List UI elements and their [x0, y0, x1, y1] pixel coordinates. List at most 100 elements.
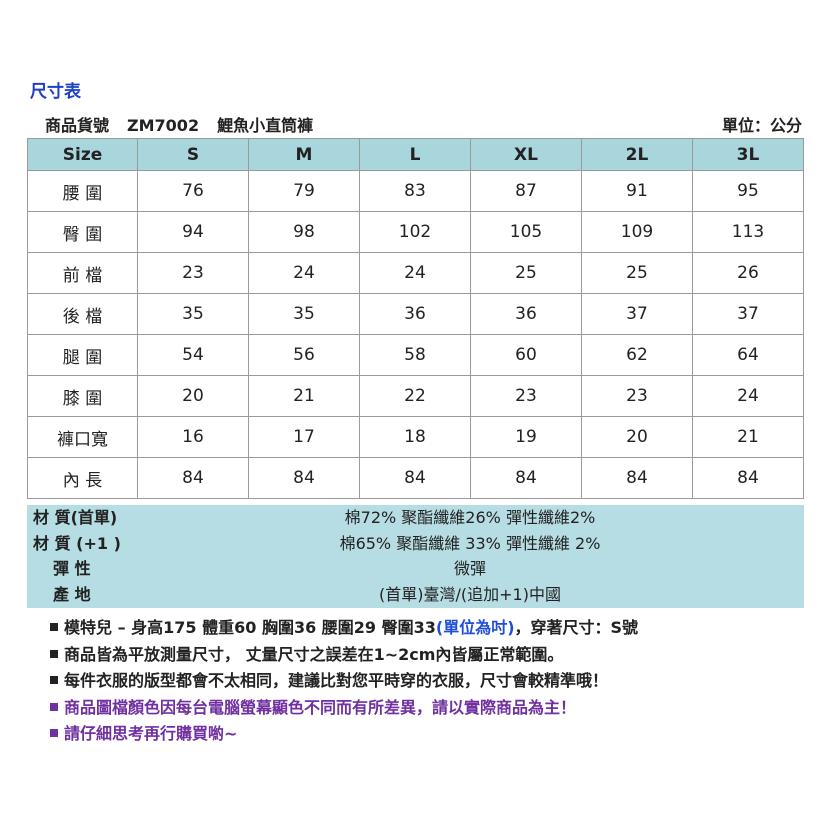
product-name: 鯉魚小直筒褲 — [217, 116, 314, 135]
note: 請仔細思考再行購買喲~ — [50, 721, 638, 748]
cell: 113 — [692, 211, 804, 253]
cell: 84 — [470, 457, 582, 499]
product: 商品貨號 ZM7002 鯉魚小直筒褲 — [45, 112, 331, 136]
cell: 17 — [248, 416, 360, 458]
note-text: ，穿著尺寸：S號 — [514, 618, 639, 637]
header-cell: 3L — [692, 138, 804, 171]
cell: 18 — [359, 416, 471, 458]
cell: 79 — [248, 170, 360, 212]
material-label: 材 質 (+1 ) — [33, 533, 121, 553]
material-row: 材 質 (+1 ) 棉65% 聚酯纖維 33% 彈性纖維 2% — [27, 531, 804, 557]
cell: 64 — [692, 334, 804, 376]
cell: 109 — [581, 211, 693, 253]
cell: 24 — [248, 252, 360, 294]
cell: 23 — [137, 252, 249, 294]
material-row: 彈 性 微彈 — [27, 556, 804, 582]
cell: 21 — [692, 416, 804, 458]
cell: 20 — [581, 416, 693, 458]
header-cell: XL — [470, 138, 582, 171]
header-cell: L — [359, 138, 471, 171]
cell: 16 — [137, 416, 249, 458]
row-label: 前 檔 — [27, 252, 138, 294]
cell: 20 — [137, 375, 249, 417]
cell: 58 — [359, 334, 471, 376]
cell: 105 — [470, 211, 582, 253]
cell: 35 — [248, 293, 360, 335]
row: 內 長 84 84 84 84 84 84 — [27, 457, 804, 499]
cell: 98 — [248, 211, 360, 253]
cell: 22 — [359, 375, 471, 417]
note-text: (單位為吋) — [435, 618, 515, 637]
row: 腰 圍 76 79 83 87 91 95 — [27, 170, 804, 212]
cell: 19 — [470, 416, 582, 458]
row-label: 膝 圍 — [27, 375, 138, 417]
material-value: 微彈 — [453, 559, 486, 578]
product-code: ZM7002 — [127, 116, 200, 135]
cell: 84 — [359, 457, 471, 499]
row: 前 檔 23 24 24 25 25 26 — [27, 252, 804, 294]
cell: 84 — [692, 457, 804, 499]
note: 商品皆為平放測量尺寸， 丈量尺寸之誤差在1~2cm內皆屬正常範圍。 — [50, 642, 638, 669]
cell: 23 — [581, 375, 693, 417]
title: 尺寸表 — [30, 82, 81, 102]
material-value: (首單)臺灣/(追加+1)中國 — [379, 584, 561, 604]
cell: 36 — [470, 293, 582, 335]
row-label: 腰 圍 — [27, 170, 138, 212]
cell: 95 — [692, 170, 804, 212]
row: 臀 圍 94 98 102 105 109 113 — [27, 211, 804, 253]
product-label: 商品貨號 — [45, 116, 110, 135]
note: 商品圖檔顏色因每台電腦螢幕顯色不同而有所差異，請以實際商品為主！ — [50, 695, 638, 722]
header-cell: Size — [27, 138, 138, 171]
cell: 83 — [359, 170, 471, 212]
row: 腿 圍 54 56 58 60 62 64 — [27, 334, 804, 376]
header-cell: S — [137, 138, 249, 171]
row-label: 後 檔 — [27, 293, 138, 335]
cell: 84 — [137, 457, 249, 499]
materials: 材 質(首單) 棉72% 聚酯纖維26% 彈性纖維2% 材 質 (+1 ) 棉65% … — [27, 505, 804, 608]
cell: 23 — [470, 375, 582, 417]
material-label: 材 質(首單) — [33, 508, 118, 527]
notes: 模特兒 – 身高175 體重60 胸圍36 腰圍29 臀圍33(單位為吋)，穿著… — [50, 615, 638, 748]
row-label: 褲口寬 — [27, 416, 138, 458]
cell: 91 — [581, 170, 693, 212]
row-label: 內 長 — [27, 457, 138, 499]
material-label: 彈 性 — [53, 559, 91, 578]
cell: 94 — [137, 211, 249, 253]
header-cell: 2L — [581, 138, 693, 171]
cell: 24 — [692, 375, 804, 417]
cell: 76 — [137, 170, 249, 212]
cell: 25 — [581, 252, 693, 294]
cell: 102 — [359, 211, 471, 253]
cell: 36 — [359, 293, 471, 335]
note-text: 每件衣服的版型都會不太相同，建議比對您平時穿的衣服，尺寸會較精準哦！ — [64, 671, 609, 690]
cell: 26 — [692, 252, 804, 294]
cell: 21 — [248, 375, 360, 417]
cell: 35 — [137, 293, 249, 335]
header-cell: M — [248, 138, 360, 171]
material-row: 產 地 (首單)臺灣/(追加+1)中國 — [27, 582, 804, 608]
cell: 37 — [581, 293, 693, 335]
cell: 25 — [470, 252, 582, 294]
note-text: 商品圖檔顏色因每台電腦螢幕顯色不同而有所差異，請以實際商品為主！ — [64, 697, 577, 717]
note-text: 商品皆為平放測量尺寸， 丈量尺寸之誤差在1~2cm內皆屬正常範圍。 — [64, 644, 564, 664]
row: 膝 圍 20 21 22 23 23 24 — [27, 375, 804, 417]
cell: 84 — [248, 457, 360, 499]
cell: 37 — [692, 293, 804, 335]
material-value: 棉72% 聚酯纖維26% 彈性纖維2% — [344, 508, 596, 527]
cell: 54 — [137, 334, 249, 376]
cell: 62 — [581, 334, 693, 376]
note: 每件衣服的版型都會不太相同，建議比對您平時穿的衣服，尺寸會較精準哦！ — [50, 668, 638, 695]
unit: 單位：公分 — [721, 116, 802, 135]
material-row: 材 質(首單) 棉72% 聚酯纖維26% 彈性纖維2% — [27, 505, 804, 531]
cell: 87 — [470, 170, 582, 212]
row: 後 檔 35 35 36 36 37 37 — [27, 293, 804, 335]
row-label: 臀 圍 — [27, 211, 138, 253]
header-row: Size S M L XL 2L 3L — [27, 138, 804, 171]
note-text: 模特兒 – 身高175 體重60 胸圍36 腰圍29 臀圍33 — [64, 618, 436, 637]
size-table: Size S M L XL 2L 3L 腰 圍 76 79 83 87 91 95 臀 圍 94 98 102 10… — [27, 138, 804, 499]
row-label: 腿 圍 — [27, 334, 138, 376]
cell: 56 — [248, 334, 360, 376]
note-text: 請仔細思考再行購買喲~ — [64, 724, 238, 743]
cell: 60 — [470, 334, 582, 376]
